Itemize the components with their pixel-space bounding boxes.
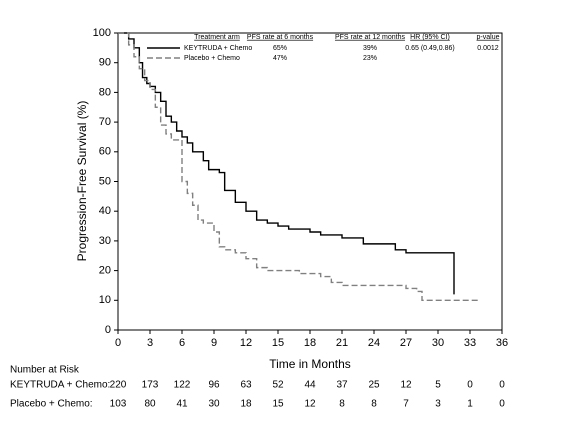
legend-header: PFS rate at 6 months (247, 34, 314, 41)
x-axis-label: Time in Months (269, 357, 351, 371)
risk-count: 12 (400, 380, 412, 391)
y-tick-label: 70 (99, 116, 111, 128)
risk-count: 220 (110, 380, 127, 391)
risk-count: 122 (174, 380, 191, 391)
legend-label: Placebo + Chemo (184, 55, 240, 62)
risk-count: 52 (272, 380, 284, 391)
y-tick-label: 80 (99, 86, 111, 98)
legend-header: p-value (477, 34, 500, 41)
y-tick-label: 100 (93, 27, 111, 39)
x-tick-label: 18 (304, 337, 316, 349)
y-tick-label: 30 (99, 235, 111, 247)
x-tick-label: 3 (147, 337, 153, 349)
y-tick-label: 40 (99, 205, 111, 217)
risk-count: 7 (403, 399, 409, 410)
risk-count: 3 (435, 399, 441, 410)
risk-count: 80 (144, 399, 156, 410)
legend-cell: 39% (363, 45, 377, 52)
survival-curve (118, 32, 455, 295)
x-tick-label: 30 (432, 337, 444, 349)
risk-label: KEYTRUDA + Chemo: (10, 380, 110, 391)
risk-title: Number at Risk (10, 365, 80, 376)
risk-count: 103 (110, 399, 127, 410)
legend-header: Treatment arm (194, 34, 240, 41)
risk-count: 18 (240, 399, 252, 410)
legend-cell: 0.0012 (477, 45, 499, 52)
legend-header: PFS rate at 12 months (335, 34, 406, 41)
legend-cell: 65% (273, 45, 287, 52)
x-tick-label: 33 (464, 337, 476, 349)
risk-count: 12 (304, 399, 316, 410)
y-tick-label: 10 (99, 294, 111, 306)
risk-count: 96 (208, 380, 220, 391)
risk-count: 8 (371, 399, 377, 410)
x-tick-label: 15 (272, 337, 284, 349)
risk-count: 15 (272, 399, 284, 410)
plot-frame (117, 32, 503, 331)
x-tick-label: 24 (368, 337, 380, 349)
y-tick-label: 60 (99, 146, 111, 158)
x-tick-label: 0 (115, 337, 121, 349)
legend-cell: 23% (363, 55, 377, 62)
x-tick-label: 9 (211, 337, 217, 349)
x-tick-label: 21 (336, 337, 348, 349)
y-axis-label: Progression-Free Survival (%) (75, 101, 89, 262)
legend-label: KEYTRUDA + Chemo (184, 45, 252, 52)
risk-count: 30 (208, 399, 220, 410)
x-tick-label: 6 (179, 337, 185, 349)
risk-count: 0 (499, 399, 505, 410)
risk-count: 37 (336, 380, 348, 391)
legend-cell: 0.65 (0.49,0.86) (405, 45, 454, 52)
survival-curve (118, 32, 479, 301)
y-tick-label: 0 (105, 324, 111, 336)
y-tick-label: 90 (99, 57, 111, 69)
risk-count: 41 (176, 399, 188, 410)
legend-cell: 47% (273, 55, 287, 62)
y-tick-label: 50 (99, 175, 111, 187)
risk-count: 0 (499, 380, 505, 391)
risk-count: 1 (467, 399, 473, 410)
legend-header: HR (95% CI) (410, 34, 450, 41)
risk-label: Placebo + Chemo: (10, 399, 93, 410)
x-tick-label: 36 (496, 337, 508, 349)
risk-count: 63 (240, 380, 252, 391)
risk-count: 5 (435, 380, 441, 391)
risk-count: 25 (368, 380, 380, 391)
risk-count: 173 (142, 380, 159, 391)
x-tick-label: 12 (240, 337, 252, 349)
risk-count: 8 (339, 399, 345, 410)
risk-count: 44 (304, 380, 316, 391)
y-tick-label: 20 (99, 265, 111, 277)
risk-count: 0 (467, 380, 473, 391)
x-tick-label: 27 (400, 337, 412, 349)
